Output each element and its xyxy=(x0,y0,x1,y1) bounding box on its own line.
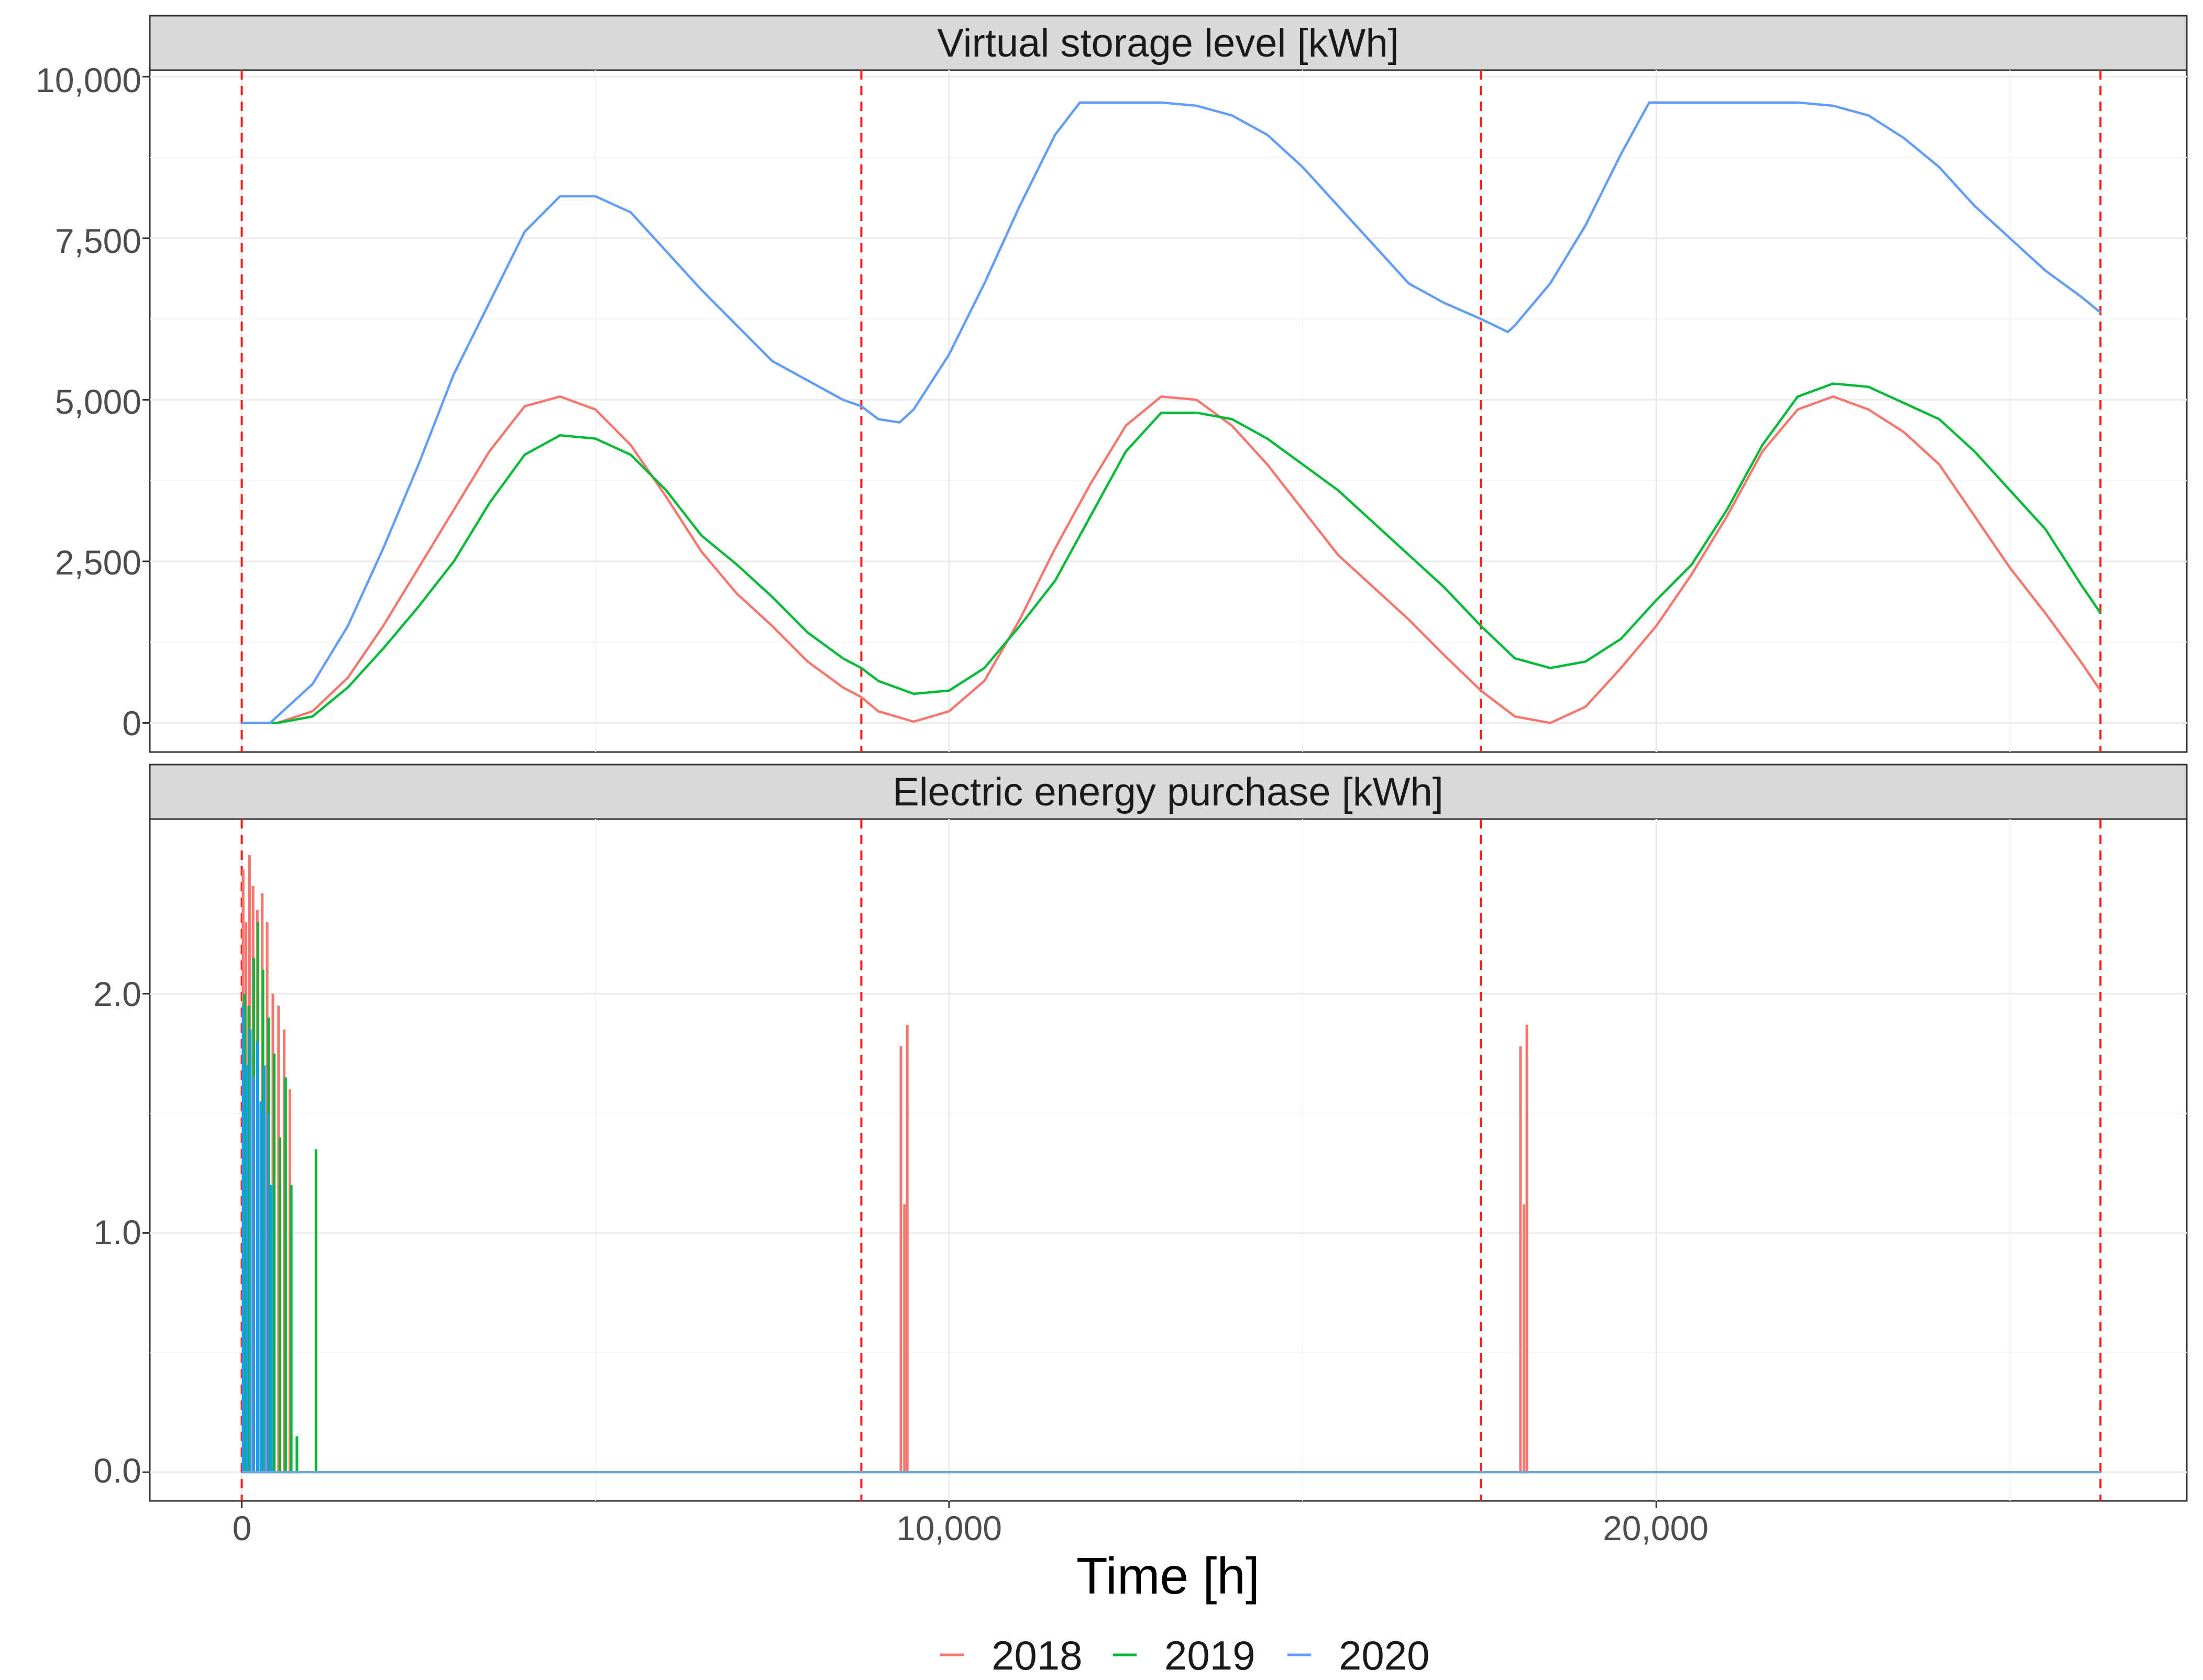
legend: 2018 2019 2020 xyxy=(940,1632,1430,1678)
series-line-2018 xyxy=(241,395,2102,724)
y-tick-label: 2,500 xyxy=(55,543,141,582)
x-tick-label: 0 xyxy=(233,1509,252,1548)
facet-strip-storage xyxy=(149,15,2188,71)
series-purchase xyxy=(241,855,2101,1474)
y-tick-label: 0 xyxy=(122,704,141,743)
y-tick-label: 7,500 xyxy=(55,222,141,260)
plot-area-storage xyxy=(149,69,2188,753)
panel-purchase: Electric energy purchase [kWh] 0.0 1.0 2… xyxy=(93,764,2188,1548)
legend-label-2020: 2020 xyxy=(1339,1632,1430,1678)
facet-strip-purchase xyxy=(149,764,2188,820)
y-tick-label: 2.0 xyxy=(93,975,141,1013)
legend-label-2018: 2018 xyxy=(992,1632,1083,1678)
x-tick-label: 20,000 xyxy=(1603,1509,1709,1548)
series-line-2019 xyxy=(241,382,2102,724)
legend-label-2019: 2019 xyxy=(1164,1632,1255,1678)
x-tick-label: 10,000 xyxy=(896,1509,1002,1548)
y-tick-label: 5,000 xyxy=(55,382,141,421)
y-tick-label: 1.0 xyxy=(93,1213,141,1252)
series-line-2020 xyxy=(241,101,2101,724)
y-axis-purchase: 0.0 1.0 2.0 xyxy=(93,975,141,1490)
series-2020 xyxy=(241,1005,273,1473)
plot-area-purchase xyxy=(149,818,2188,1502)
series-storage xyxy=(241,101,2102,724)
y-tick-label: 10,000 xyxy=(36,61,141,100)
x-axis: 0 10,000 20,000 xyxy=(233,1509,1709,1548)
y-tick-label: 0.0 xyxy=(93,1451,141,1490)
y-axis-storage: 0 2,500 5,000 7,500 10,000 xyxy=(36,61,141,743)
panel-storage: Virtual storage level [kWh] 0 2,500 5,00… xyxy=(36,15,2188,753)
x-axis-title: Time [h] xyxy=(1076,1547,1260,1605)
year-boundaries-storage xyxy=(240,70,2102,752)
grid-storage xyxy=(142,70,2187,752)
year-boundaries-purchase xyxy=(240,819,2102,1501)
facet-title-purchase: Electric energy purchase [kWh] xyxy=(893,770,1444,814)
facet-title-storage: Virtual storage level [kWh] xyxy=(937,21,1398,65)
